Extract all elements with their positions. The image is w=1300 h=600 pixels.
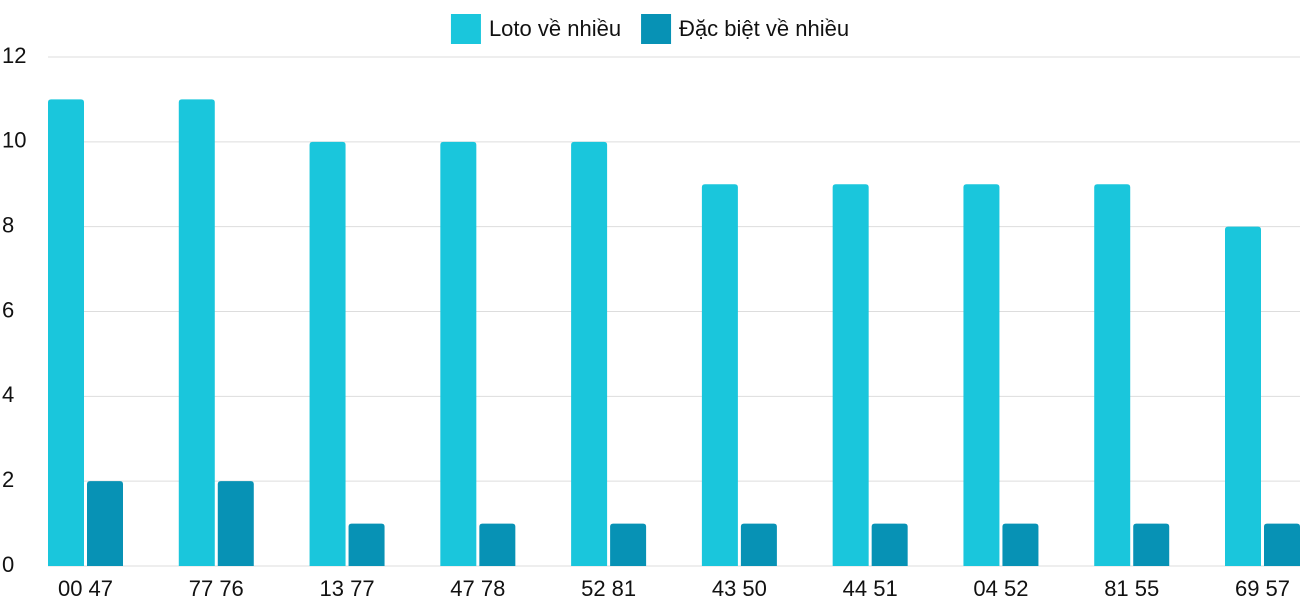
x-tick-label: 69 57 bbox=[1235, 576, 1290, 600]
bar bbox=[1264, 523, 1300, 566]
bar bbox=[832, 184, 869, 566]
bar bbox=[701, 184, 738, 566]
legend-label: Đặc biệt về nhiều bbox=[679, 16, 849, 41]
legend-swatch bbox=[450, 14, 481, 44]
bar bbox=[87, 481, 123, 566]
bar bbox=[178, 99, 215, 567]
x-tick-label: 52 81 bbox=[581, 576, 636, 600]
x-tick-label: 44 51 bbox=[843, 576, 898, 600]
bar bbox=[571, 141, 608, 567]
bar bbox=[348, 523, 385, 566]
y-tick-label: 2 bbox=[2, 467, 14, 492]
bar bbox=[1133, 523, 1170, 566]
legend-item: Đặc biệt về nhiều bbox=[641, 14, 849, 44]
bar bbox=[1094, 184, 1131, 566]
x-tick-label: 00 47 bbox=[58, 576, 113, 600]
y-tick-label: 8 bbox=[2, 212, 14, 237]
y-tick-label: 12 bbox=[2, 43, 26, 68]
bar bbox=[610, 523, 647, 566]
x-tick-label: 04 52 bbox=[973, 576, 1028, 600]
bar bbox=[871, 523, 908, 566]
bar bbox=[440, 141, 477, 567]
legend-item: Loto về nhiều bbox=[450, 14, 621, 44]
y-tick-label: 4 bbox=[2, 382, 14, 407]
y-tick-label: 10 bbox=[2, 128, 26, 153]
legend-label: Loto về nhiều bbox=[489, 16, 621, 41]
x-tick-label: 43 50 bbox=[712, 576, 767, 600]
bar bbox=[1002, 523, 1039, 566]
bar bbox=[479, 523, 516, 566]
legend-swatch bbox=[641, 14, 672, 44]
bar bbox=[309, 141, 346, 567]
y-tick-label: 0 bbox=[2, 552, 14, 577]
bar bbox=[1225, 226, 1261, 566]
x-tick-label: 81 55 bbox=[1104, 576, 1159, 600]
bar bbox=[740, 523, 777, 566]
x-tick-label: 13 77 bbox=[320, 576, 375, 600]
bar bbox=[963, 184, 1000, 566]
bar bbox=[48, 99, 84, 567]
bar bbox=[217, 481, 254, 566]
y-tick-label: 6 bbox=[2, 297, 14, 322]
x-tick-label: 47 78 bbox=[450, 576, 505, 600]
x-tick-label: 77 76 bbox=[189, 576, 244, 600]
